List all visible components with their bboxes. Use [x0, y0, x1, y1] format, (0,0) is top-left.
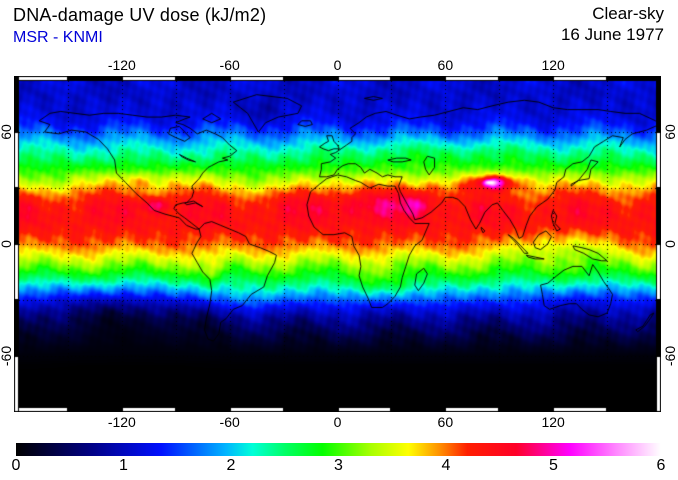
lon-label-top: 120 [541, 57, 565, 73]
lon-label-bottom: 60 [437, 414, 454, 430]
lat-label-left: 0 [0, 240, 14, 248]
lon-label-top: -60 [219, 57, 240, 73]
lat-label-right: 0 [662, 240, 678, 248]
lon-label-bottom: 120 [541, 414, 565, 430]
lat-label-left: 60 [0, 124, 14, 140]
date-label: 16 June 1977 [560, 25, 664, 44]
page-title: DNA-damage UV dose (kJ/m2) [13, 5, 267, 25]
data-source-label: MSR - KNMI [13, 29, 103, 46]
colorbar-tick: 6 [656, 457, 666, 474]
lon-label-bottom: -120 [107, 414, 136, 430]
lat-label-left: -60 [0, 345, 14, 367]
colorbar-tick: 0 [11, 457, 21, 474]
colorbar-tick: 2 [226, 457, 236, 474]
colorbar-tick: 5 [549, 457, 558, 474]
lat-label-right: -60 [662, 345, 678, 367]
uv-map-canvas [14, 76, 661, 412]
lat-label-right: 60 [662, 124, 678, 140]
colorbar-tick: 3 [334, 457, 343, 474]
colorbar-tick: 4 [441, 457, 451, 474]
world-map-plot [14, 76, 661, 412]
lon-label-top: -120 [107, 57, 136, 73]
colorbar-tick: 1 [119, 457, 128, 474]
lon-label-top: 0 [333, 57, 342, 73]
lon-label-top: 60 [437, 57, 454, 73]
sky-condition-label: Clear-sky [592, 4, 664, 23]
lon-label-bottom: 0 [333, 414, 342, 430]
lon-label-bottom: -60 [219, 414, 240, 430]
colorbar [16, 443, 661, 456]
